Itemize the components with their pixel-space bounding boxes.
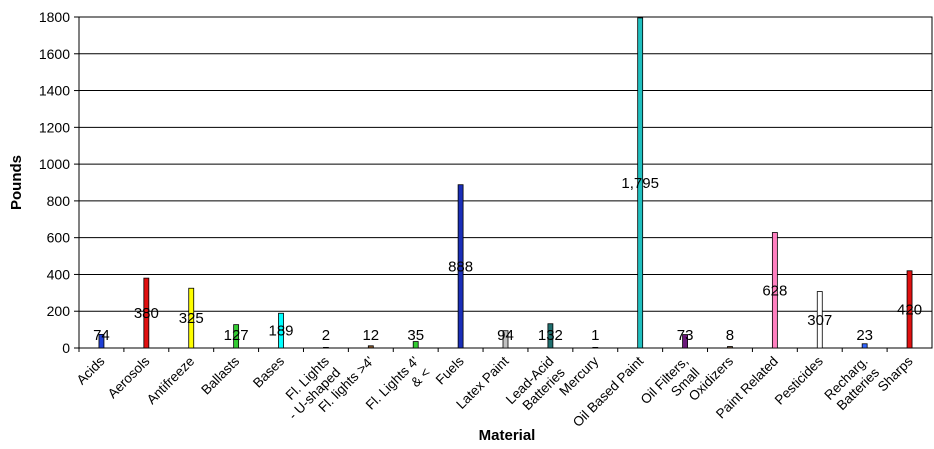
y-tick-label: 0 <box>62 340 70 356</box>
bar <box>143 277 150 349</box>
svg-text:Ballasts: Ballasts <box>198 353 242 397</box>
data-label: 189 <box>269 323 294 340</box>
data-label: 35 <box>407 327 424 344</box>
bar <box>323 346 329 349</box>
svg-text:Bases: Bases <box>250 353 287 390</box>
y-tick-label: 1800 <box>39 9 70 25</box>
bar <box>682 334 688 349</box>
x-category-label: Acids <box>74 353 108 387</box>
y-axis-title: Pounds <box>8 155 25 210</box>
y-tick-label: 400 <box>47 266 71 282</box>
bar <box>457 184 464 349</box>
bar <box>233 324 240 349</box>
data-label: 127 <box>224 327 249 344</box>
data-label: 23 <box>856 327 873 344</box>
svg-text:Antifreeze: Antifreeze <box>144 354 198 408</box>
y-axis-ticks: 0 200 400 600 800 1000 1200 1400 1600 1800 <box>39 9 79 356</box>
data-label: 888 <box>448 258 473 275</box>
x-category-label: Antifreeze <box>144 354 198 408</box>
plot-area <box>78 16 933 349</box>
data-label: 380 <box>134 305 159 322</box>
svg-text:Acids: Acids <box>74 353 108 387</box>
data-label: 12 <box>362 327 379 344</box>
bar <box>771 232 778 349</box>
y-tick-label: 800 <box>47 193 71 209</box>
x-category-label: Sharps <box>875 353 916 394</box>
data-label: 1 <box>591 327 599 344</box>
data-label: 132 <box>538 327 563 344</box>
bar <box>637 17 644 349</box>
bar <box>98 333 105 349</box>
x-category-label: Pesticides <box>772 353 826 407</box>
data-labels: 74 380 325 127 189 2 12 35 888 94 132 1 1,795 73 8 628 3… <box>93 175 922 344</box>
svg-text:Pesticides: Pesticides <box>772 353 826 407</box>
bar <box>547 323 554 349</box>
svg-text:Fuels: Fuels <box>433 353 467 387</box>
data-label: 325 <box>179 310 204 327</box>
x-axis-title: Material <box>479 427 536 444</box>
bar <box>278 312 284 349</box>
y-tick-label: 1000 <box>39 156 70 172</box>
y-tick-label: 1600 <box>39 46 70 62</box>
bars <box>98 17 913 349</box>
bar <box>188 287 195 349</box>
x-category-label: Bases <box>250 353 287 390</box>
data-label: 1,795 <box>621 175 659 192</box>
x-category-label: Fuels <box>433 353 467 387</box>
data-label: 73 <box>677 327 694 344</box>
data-label: 2 <box>322 327 330 344</box>
bar <box>367 345 374 349</box>
gridlines <box>79 16 932 312</box>
data-label: 74 <box>93 327 110 344</box>
data-label: 8 <box>726 327 734 344</box>
y-tick-label: 600 <box>47 230 71 246</box>
y-tick-label: 1200 <box>39 119 70 135</box>
bar <box>861 343 868 349</box>
data-label: 628 <box>762 282 787 299</box>
y-tick-label: 200 <box>47 303 71 319</box>
data-label: 307 <box>807 312 832 329</box>
bar <box>592 346 599 349</box>
bar <box>906 270 913 349</box>
bar <box>727 346 733 349</box>
svg-text:Sharps: Sharps <box>875 353 916 394</box>
data-label: 420 <box>897 301 922 318</box>
y-tick-label: 1400 <box>39 83 70 99</box>
x-category-label: Recharg.Batteries <box>821 354 882 414</box>
x-category-label: Ballasts <box>198 353 242 397</box>
bar <box>816 291 823 349</box>
bar <box>412 341 419 349</box>
data-label: 94 <box>497 327 514 344</box>
bar <box>502 330 509 349</box>
